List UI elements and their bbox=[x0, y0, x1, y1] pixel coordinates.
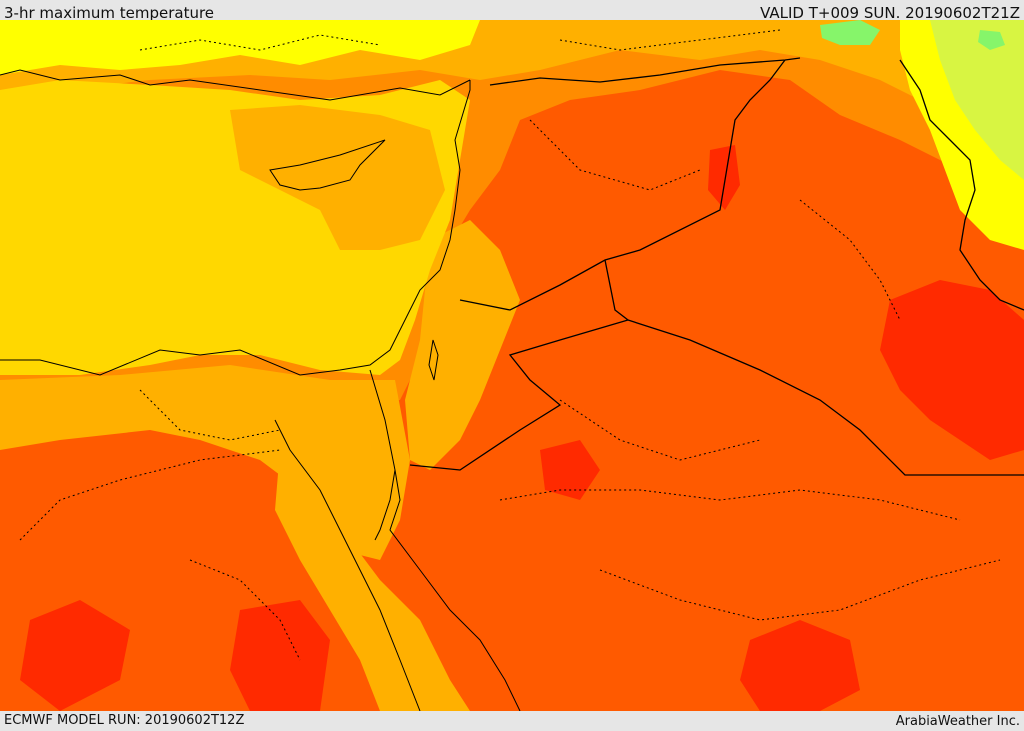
temperature-map-svg bbox=[0, 20, 1024, 711]
province-line-6 bbox=[599, 559, 1001, 621]
coastlines bbox=[0, 69, 521, 711]
fill-yellow-north bbox=[0, 20, 480, 75]
province-line-4 bbox=[799, 199, 901, 321]
fill-red-sw-1 bbox=[230, 600, 330, 711]
province-line-10 bbox=[189, 559, 301, 661]
fill-red-mid bbox=[540, 440, 600, 500]
fill-amber-redsea bbox=[275, 450, 470, 711]
border-iraq-iran bbox=[899, 59, 1024, 311]
fill-amber-west bbox=[0, 365, 410, 560]
cyprus bbox=[269, 139, 386, 191]
fill-cool-green-spot bbox=[820, 20, 880, 45]
footer-bar: ECMWF MODEL RUN: 20190602T12Z ArabiaWeat… bbox=[0, 711, 1024, 729]
fill-red-sw-2 bbox=[20, 600, 130, 711]
model-run: ECMWF MODEL RUN: 20190602T12Z bbox=[4, 713, 245, 728]
fill-red-se bbox=[740, 620, 860, 711]
fill-red-iraq bbox=[880, 280, 1024, 460]
coastline-aqaba bbox=[369, 369, 396, 541]
map-title: 3-hr maximum temperature bbox=[4, 4, 215, 22]
valid-time: VALID T+009 SUN. 20190602T21Z bbox=[760, 4, 1020, 22]
header-bar: 3-hr maximum temperature VALID T+009 SUN… bbox=[0, 0, 1024, 22]
coastline-red-sea-east bbox=[389, 469, 521, 711]
border-jordan-iraq-saudi bbox=[409, 259, 630, 471]
coastline-egypt bbox=[0, 80, 471, 376]
coastline-red-sea-west bbox=[274, 419, 421, 711]
fill-cool-green-spot-2 bbox=[978, 30, 1005, 50]
province-lines bbox=[19, 29, 1001, 661]
country-borders bbox=[409, 57, 1024, 476]
coastline-turkey bbox=[0, 69, 471, 101]
fill-amber-levant bbox=[405, 220, 520, 470]
fill-amber-cyprus bbox=[230, 105, 445, 250]
temperature-map bbox=[0, 20, 1024, 711]
fill-yellow-green-northeast bbox=[930, 20, 1024, 180]
province-line-3 bbox=[529, 119, 701, 191]
border-iraq-saudi bbox=[627, 319, 1024, 476]
border-syria-iraq bbox=[459, 59, 786, 311]
province-line-8 bbox=[139, 34, 381, 51]
province-line-9 bbox=[559, 29, 781, 51]
province-line-7 bbox=[559, 399, 761, 461]
fill-red-syria bbox=[708, 145, 740, 210]
credit: ArabiaWeather Inc. bbox=[895, 714, 1020, 729]
dead-sea bbox=[428, 339, 439, 381]
province-line-5 bbox=[499, 489, 961, 521]
